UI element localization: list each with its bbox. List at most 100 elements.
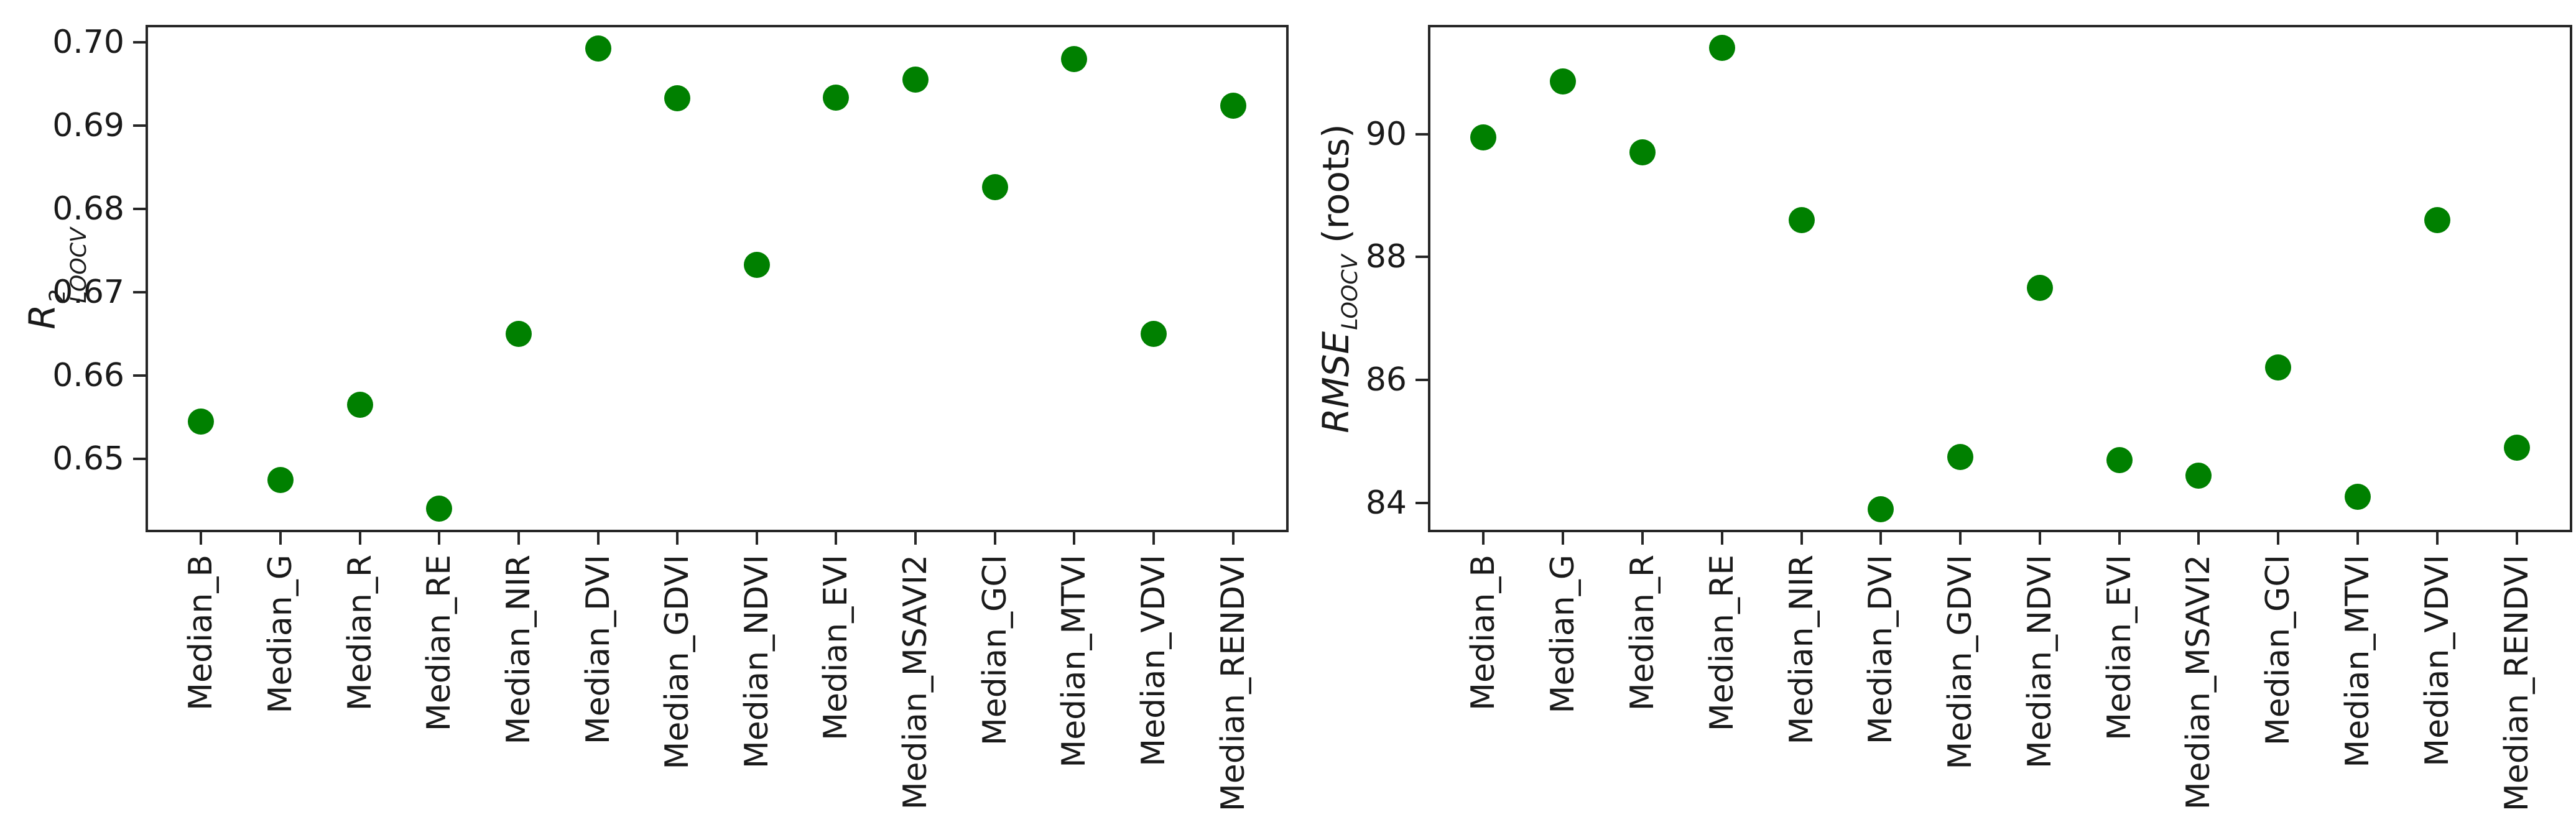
plot-frame <box>1428 25 2572 532</box>
y-tick <box>133 374 146 377</box>
x-tick-label: Median_G <box>1544 555 1582 714</box>
x-tick <box>1562 532 1565 545</box>
x-tick <box>2038 532 2041 545</box>
x-tick <box>2356 532 2359 545</box>
y-tick <box>133 124 146 127</box>
y-tick <box>1415 256 1428 259</box>
data-point <box>2503 435 2530 461</box>
y-tick <box>133 208 146 211</box>
y-tick <box>1415 379 1428 382</box>
data-point <box>1220 92 1246 119</box>
data-point <box>1788 207 1815 234</box>
x-tick-label: Median_B <box>182 555 220 711</box>
x-tick <box>2197 532 2200 545</box>
data-point <box>1868 496 1894 522</box>
data-point <box>1141 321 1167 348</box>
y-tick <box>133 291 146 294</box>
data-point <box>1947 443 1974 470</box>
x-tick <box>1073 532 1076 545</box>
data-point <box>1708 35 1735 62</box>
x-tick <box>200 532 203 545</box>
x-tick-label: Median_G <box>261 555 299 714</box>
data-point <box>505 321 532 348</box>
x-tick-label: Median_VDVI <box>1135 555 1172 767</box>
x-tick <box>596 532 600 545</box>
y-tick-label: 0.69 <box>52 107 124 145</box>
x-tick <box>1879 532 1883 545</box>
y-tick-label: 0.68 <box>52 190 124 228</box>
x-tick-label: Median_R <box>1624 555 1661 711</box>
y-tick-label: 90 <box>1365 115 1407 153</box>
y-tick-label: 0.66 <box>52 357 124 395</box>
data-point <box>743 251 770 278</box>
data-point <box>823 84 850 111</box>
x-tick-label: Median_EVI <box>2100 555 2138 741</box>
x-tick <box>2118 532 2121 545</box>
x-tick-label: Median_RENDVI <box>1214 555 1252 812</box>
y-tick-label: 86 <box>1365 361 1407 399</box>
x-tick-label: Median_GCI <box>2259 555 2297 746</box>
x-tick-label: Median_RE <box>420 555 458 732</box>
data-point <box>2185 462 2212 489</box>
x-tick-label: Median_MSAVI2 <box>2180 555 2218 810</box>
x-tick <box>2277 532 2280 545</box>
y-tick <box>1415 502 1428 505</box>
x-tick-label: Median_MSAVI2 <box>897 555 935 810</box>
data-point <box>2345 484 2371 510</box>
x-tick <box>517 532 520 545</box>
data-point <box>981 174 1008 201</box>
x-tick <box>1482 532 1485 545</box>
x-tick <box>2515 532 2518 545</box>
y-tick <box>1415 132 1428 136</box>
x-tick-label: Median_MTVI <box>2339 555 2376 768</box>
x-tick-label: Median_GDVI <box>659 555 697 770</box>
data-point <box>664 85 691 111</box>
x-tick-label: Median_NDVI <box>2021 555 2059 769</box>
x-tick-label: Median_MTVI <box>1055 555 1093 768</box>
y-tick-label: 0.65 <box>52 440 124 478</box>
x-tick-label: Median_GCI <box>976 555 1014 746</box>
data-point <box>1550 68 1577 95</box>
x-tick-label: Median_DVI <box>579 555 617 745</box>
y-tick-label: 88 <box>1365 238 1407 276</box>
data-point <box>267 466 294 493</box>
y-tick-label: 0.70 <box>52 24 124 62</box>
data-point <box>426 496 453 522</box>
x-tick-label: Median_GDVI <box>1942 555 1980 770</box>
x-tick <box>914 532 917 545</box>
data-point <box>2265 354 2292 381</box>
x-tick <box>1959 532 1962 545</box>
data-point <box>346 391 373 418</box>
x-tick-label: Median_NIR <box>499 555 537 745</box>
x-tick-label: Median_B <box>1465 555 1503 711</box>
x-tick <box>835 532 838 545</box>
x-tick-label: Median_R <box>341 555 379 711</box>
x-tick <box>1152 532 1155 545</box>
x-tick-label: Median_VDVI <box>2418 555 2456 767</box>
x-tick <box>279 532 282 545</box>
x-tick-label: Median_NIR <box>1782 555 1820 745</box>
data-point <box>1470 124 1497 150</box>
x-tick <box>1800 532 1803 545</box>
data-point <box>1629 139 1656 166</box>
data-point <box>902 67 929 93</box>
x-tick <box>2435 532 2439 545</box>
x-tick <box>1641 532 1644 545</box>
x-tick <box>1720 532 1723 545</box>
data-point <box>2026 274 2053 301</box>
data-point <box>585 35 611 62</box>
x-tick <box>1231 532 1235 545</box>
plot-frame <box>146 25 1289 532</box>
data-point <box>188 408 215 435</box>
x-tick-label: Median_EVI <box>817 555 855 741</box>
y-tick <box>133 458 146 461</box>
data-point <box>2424 207 2450 234</box>
x-tick-label: Median_RE <box>1703 555 1741 732</box>
x-tick-label: Median_RENDVI <box>2498 555 2536 812</box>
x-tick <box>358 532 361 545</box>
data-point <box>1061 45 1088 72</box>
x-tick-label: Median_DVI <box>1862 555 1900 745</box>
x-tick <box>438 532 441 545</box>
x-tick <box>676 532 679 545</box>
